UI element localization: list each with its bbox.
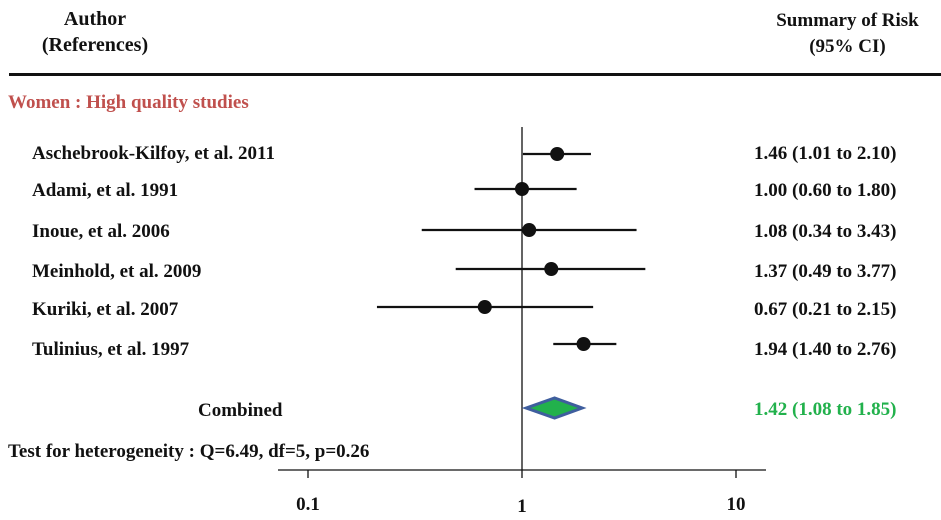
study-label: Kuriki, et al. 2007 [32, 299, 179, 320]
point-estimate [550, 147, 565, 161]
combined-estimate: 1.42 (1.08 to 1.85) [754, 399, 897, 420]
study-estimate: 1.46 (1.01 to 2.10) [754, 143, 897, 164]
subgroup-label: Women : High quality studies [8, 92, 249, 113]
heterogeneity-text: Test for heterogeneity : Q=6.49, df=5, p… [8, 441, 370, 462]
study-estimate: 1.08 (0.34 to 3.43) [754, 221, 897, 242]
x-tick-label: 10 [726, 494, 746, 515]
study-label: Inoue, et al. 2006 [32, 221, 170, 242]
point-estimate [544, 262, 559, 276]
author-header-line1: Author [63, 8, 127, 30]
summary-header-line2: (95% CI) [809, 36, 886, 57]
summary-header: Summary of Risk (95% CI) [740, 8, 941, 60]
x-tick-label: 0.1 [296, 494, 320, 515]
summary-header-line1: Summary of Risk [776, 10, 919, 31]
study-label: Aschebrook-Kilfoy, et al. 2011 [32, 143, 275, 164]
point-estimate [522, 223, 537, 237]
study-estimate: 1.37 (0.49 to 3.77) [754, 261, 897, 282]
point-estimate [515, 182, 529, 196]
point-estimate [576, 337, 591, 351]
combined-diamond [521, 396, 587, 420]
study-label: Tulinius, et al. 1997 [32, 339, 190, 360]
point-estimate [477, 300, 492, 314]
combined-label: Combined [198, 400, 283, 421]
study-estimate: 0.67 (0.21 to 2.15) [754, 299, 897, 320]
study-estimate: 1.94 (1.40 to 2.76) [754, 339, 897, 360]
study-label: Adami, et al. 1991 [32, 180, 179, 201]
author-header-line2: (References) [41, 34, 149, 56]
x-tick-label: 1 [517, 496, 527, 517]
study-estimate: 1.00 (0.60 to 1.80) [754, 180, 897, 201]
study-label: Meinhold, et al. 2009 [32, 261, 202, 282]
author-header: Author (References) [0, 6, 190, 58]
header-divider [9, 73, 941, 76]
